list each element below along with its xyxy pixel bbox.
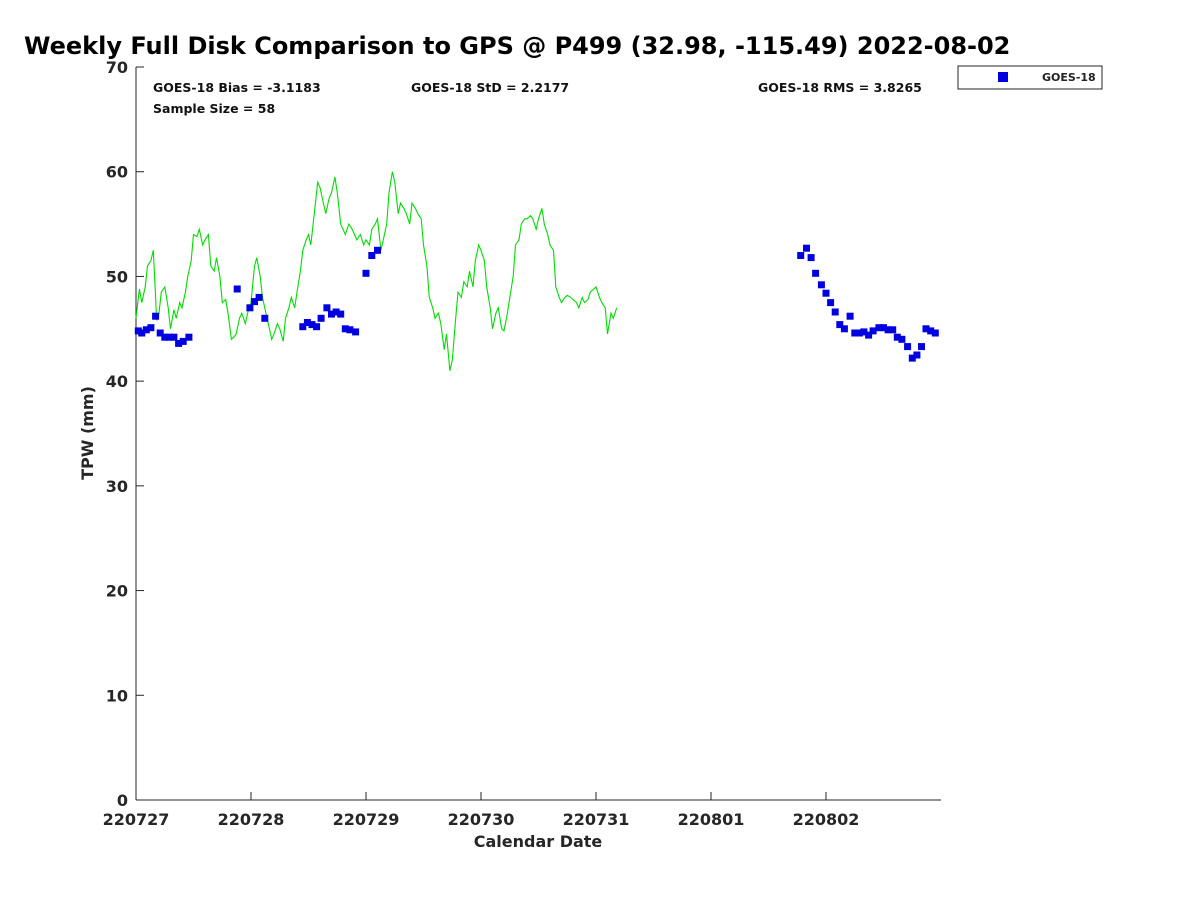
goes-18-point (185, 333, 193, 341)
x-tick-label: 220727 (103, 810, 170, 829)
legend-box (957, 65, 1103, 90)
goes-18-point (147, 324, 155, 332)
goes-18-point (308, 321, 316, 329)
x-tick-label: 220728 (218, 810, 285, 829)
std-stat: GOES-18 StD = 2.2177 (411, 80, 569, 95)
goes-18-point (170, 333, 178, 341)
goes-18-point (179, 337, 187, 345)
goes-18-point (175, 339, 183, 347)
sample-size-stat: Sample Size = 58 (153, 101, 275, 116)
goes-18-point (880, 324, 887, 332)
goes-18-point (332, 308, 340, 316)
y-tick-label: 10 (106, 686, 128, 705)
goes-18-point (313, 323, 321, 331)
goes-18-point (851, 329, 859, 337)
goes-18-point (337, 310, 345, 318)
goes-18-point (246, 304, 254, 312)
goes-18-point (846, 312, 854, 320)
goes-18-point (352, 328, 360, 336)
gps-tpw-line (135, 171, 618, 371)
goes-18-point (918, 343, 925, 351)
x-tick-label: 220730 (448, 810, 515, 829)
goes-18-point (142, 326, 150, 334)
goes-18-point (165, 333, 173, 341)
x-tick-label: 220802 (793, 810, 860, 829)
x-axis-ticks: 220727 220728 220729 220730 220731 220801 2208… (103, 792, 860, 829)
goes-18-point (374, 246, 381, 254)
goes-18-point (261, 314, 269, 322)
goes-18-point (797, 252, 805, 259)
goes-18-point (807, 254, 815, 262)
goes-18-point (875, 324, 883, 332)
plot-area: 0 10 20 30 40 50 60 70 220727 220728 220729 220730… (103, 58, 941, 829)
y-tick-label: 70 (106, 58, 128, 77)
goes-18-point (138, 329, 146, 337)
rms-stat: GOES-18 RMS = 3.8265 (758, 80, 922, 95)
goes-18-point (317, 314, 325, 322)
goes-18-point (822, 289, 830, 297)
goes-18-point (812, 269, 820, 277)
goes-18-point (831, 308, 839, 316)
goes-18-point (898, 335, 906, 343)
goes-18-point (884, 326, 892, 334)
goes-18-point (803, 244, 810, 252)
x-tick-label: 220729 (333, 810, 400, 829)
goes-18-point (303, 319, 311, 326)
goes-18-point (299, 323, 307, 331)
goes-18-points (134, 244, 939, 362)
x-tick-label: 220731 (563, 810, 630, 829)
goes-18-point (840, 325, 848, 333)
chart-title: Weekly Full Disk Comparison to GPS @ P49… (24, 32, 1010, 60)
goes-18-point (323, 304, 331, 312)
legend-marker-goes-18 (998, 72, 1008, 82)
goes-18-point (368, 252, 376, 259)
goes-18-point (913, 351, 921, 359)
x-axis-label: Calendar Date (474, 832, 603, 851)
goes-18-point (922, 325, 930, 333)
y-tick-label: 0 (117, 791, 128, 810)
goes-18-point (889, 326, 897, 334)
goes-18-point (869, 327, 877, 335)
y-axis-ticks: 0 10 20 30 40 50 60 70 (106, 58, 144, 810)
goes-18-point (233, 285, 241, 293)
x-tick-label: 220801 (678, 810, 745, 829)
legend: GOES-18 (957, 65, 1103, 90)
goes-18-point (161, 333, 169, 341)
y-tick-label: 30 (106, 477, 128, 496)
y-tick-label: 40 (106, 372, 128, 391)
goes-18-point (152, 312, 160, 320)
goes-18-point (341, 325, 349, 333)
goes-18-point (893, 333, 901, 341)
bias-stat: GOES-18 Bias = -3.1183 (153, 80, 321, 95)
goes-18-point (904, 343, 912, 351)
goes-18-point (346, 326, 354, 334)
goes-18-point (931, 329, 939, 337)
goes-18-point (927, 327, 935, 335)
goes-18-point (362, 269, 370, 277)
goes-18-point (855, 329, 863, 337)
goes-18-point (817, 281, 825, 289)
y-tick-label: 50 (106, 267, 128, 286)
y-axis-label: TPW (mm) (78, 386, 97, 480)
goes-18-point (827, 299, 835, 307)
goes-18-point (836, 321, 844, 329)
y-tick-label: 20 (106, 582, 128, 601)
goes-18-point (255, 293, 263, 301)
goes-18-point (251, 298, 258, 306)
goes-18-point (328, 310, 335, 318)
legend-label-goes-18: GOES-18 (1042, 71, 1096, 84)
goes-18-point (908, 354, 916, 362)
goes-18-point (865, 331, 873, 339)
goes-18-point (156, 329, 164, 337)
y-tick-label: 60 (106, 163, 128, 182)
goes-18-point (860, 328, 868, 336)
